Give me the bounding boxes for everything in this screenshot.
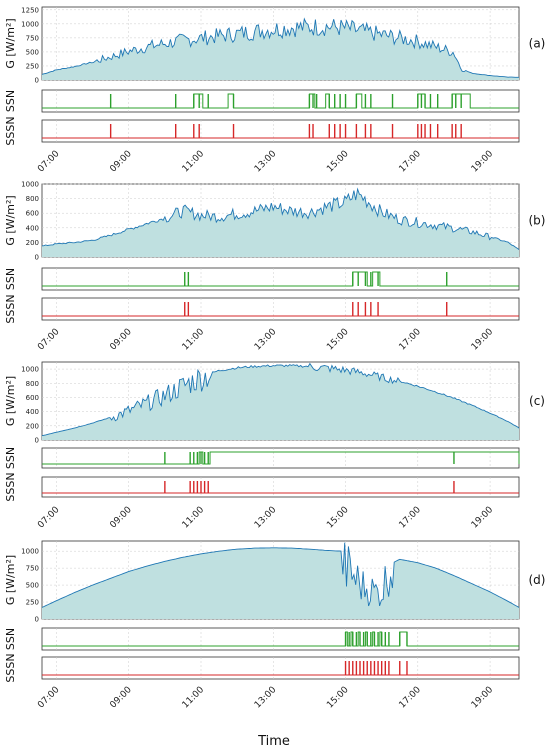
ssn-plot-frame xyxy=(41,627,520,651)
ssn-axis-label: SSN xyxy=(4,447,17,469)
y-tick-label: 200 xyxy=(26,239,39,247)
g-area xyxy=(42,363,519,440)
y-tick-label: 600 xyxy=(26,210,39,218)
x-tick-label: 19:00 xyxy=(470,505,496,531)
x-tick-label: 09:00 xyxy=(108,149,134,175)
y-tick-label: 800 xyxy=(26,380,39,388)
y-tick-label: 750 xyxy=(26,34,39,42)
y-tick-label: 0 xyxy=(35,254,39,262)
g-area xyxy=(42,542,519,619)
x-tick-label: 11:00 xyxy=(181,685,207,711)
g-area xyxy=(42,18,519,80)
y-tick-label: 1000 xyxy=(21,366,39,374)
x-tick-label: 13:00 xyxy=(253,685,279,711)
y-tick-label: 200 xyxy=(26,422,39,430)
panel-label: (b) xyxy=(529,214,546,228)
sssn-plot-frame xyxy=(41,476,520,498)
x-tick-label: 07:00 xyxy=(36,327,62,353)
g-line xyxy=(41,17,519,78)
x-tick-label: 11:00 xyxy=(181,327,207,353)
x-tick-label: 13:00 xyxy=(253,149,279,175)
y-tick-label: 1000 xyxy=(21,20,39,28)
sssn-axis-label: SSSN xyxy=(4,472,17,501)
panel-label: (d) xyxy=(529,573,546,587)
sssn-plot-frame xyxy=(41,119,520,143)
x-tick-label: 13:00 xyxy=(253,327,279,353)
y-tick-label: 0 xyxy=(35,77,39,85)
y-tick-label: 500 xyxy=(26,582,39,590)
y-axis-label: G [W/m²] xyxy=(4,376,17,426)
y-tick-label: 750 xyxy=(26,565,39,573)
panel-3: 0 250 500 750 1000 G [W/m²] (d) SSN SSSN 07:00 09:… xyxy=(4,540,546,711)
y-axis-label: G [W/m²] xyxy=(4,195,17,245)
g-line xyxy=(41,362,520,437)
x-tick-label: 17:00 xyxy=(398,327,424,353)
g-line xyxy=(41,187,520,250)
y-tick-label: 1000 xyxy=(21,181,39,189)
x-tick-label: 15:00 xyxy=(325,149,351,175)
panel-label: (c) xyxy=(529,394,545,408)
sssn-axis-label: SSSN xyxy=(4,294,17,323)
x-axis-label: Time xyxy=(257,734,290,749)
ssn-baseline xyxy=(42,451,520,465)
y-tick-label: 250 xyxy=(26,62,39,70)
y-tick-label: 400 xyxy=(26,408,39,416)
x-tick-label: 09:00 xyxy=(108,327,134,353)
y-tick-label: 400 xyxy=(26,224,39,232)
x-tick-label: 19:00 xyxy=(470,327,496,353)
y-tick-label: 0 xyxy=(35,437,39,445)
x-tick-label: 17:00 xyxy=(398,149,424,175)
y-tick-label: 1000 xyxy=(21,548,39,556)
x-tick-label: 07:00 xyxy=(36,149,62,175)
sssn-plot-frame xyxy=(41,656,520,680)
y-tick-label: 500 xyxy=(26,48,39,56)
ssn-axis-label: SSN xyxy=(4,268,17,290)
ssn-plot-frame xyxy=(41,267,520,291)
x-tick-label: 19:00 xyxy=(470,149,496,175)
sssn-plot-frame xyxy=(41,297,520,321)
ssn-plot-frame xyxy=(41,89,520,113)
sssn-axis-label: SSSN xyxy=(4,116,17,145)
y-tick-label: 600 xyxy=(26,394,39,402)
x-tick-label: 11:00 xyxy=(181,149,207,175)
x-tick-label: 15:00 xyxy=(325,685,351,711)
y-axis-label: G [W/m²] xyxy=(4,18,17,68)
y-tick-label: 1250 xyxy=(21,6,39,14)
x-tick-label: 07:00 xyxy=(36,685,62,711)
y-tick-label: 0 xyxy=(35,616,39,624)
ssn-plot-frame xyxy=(41,447,520,469)
y-axis-label: G [W/m²] xyxy=(4,555,17,605)
sssn-axis-label: SSSN xyxy=(4,653,17,682)
y-tick-label: 250 xyxy=(26,599,39,607)
panel-label: (a) xyxy=(529,37,546,51)
x-tick-label: 09:00 xyxy=(108,685,134,711)
ssn-axis-label: SSN xyxy=(4,90,17,112)
y-tick-label: 800 xyxy=(26,195,39,203)
x-tick-label: 17:00 xyxy=(398,685,424,711)
x-tick-label: 11:00 xyxy=(181,505,207,531)
x-tick-label: 07:00 xyxy=(36,505,62,531)
x-tick-label: 13:00 xyxy=(253,505,279,531)
g-line xyxy=(41,542,520,608)
x-tick-label: 09:00 xyxy=(108,505,134,531)
panel-2: 0 200 400 600 800 1000 G [W/m²] (c) SSN SSSN 07:00… xyxy=(4,361,545,531)
ssn-baseline xyxy=(42,93,519,109)
x-tick-label: 15:00 xyxy=(325,505,351,531)
ssn-axis-label: SSN xyxy=(4,628,17,650)
x-tick-label: 15:00 xyxy=(325,327,351,353)
panel-0: 0 250 500 750 1000 1250 G [W/m²] (a) SSN SSSN 07:0… xyxy=(4,6,545,174)
g-area xyxy=(42,189,519,257)
panel-1: 0 200 400 600 800 1000 G [W/m²] (b) SSN SSSN 07:00… xyxy=(4,181,545,353)
x-tick-label: 17:00 xyxy=(398,505,424,531)
x-tick-label: 19:00 xyxy=(470,685,496,711)
